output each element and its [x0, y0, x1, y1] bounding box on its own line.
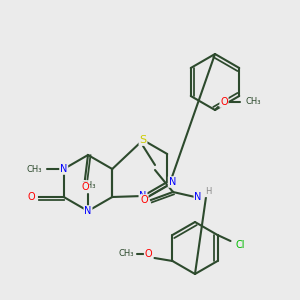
Text: N: N: [194, 192, 202, 202]
Text: N: N: [60, 164, 68, 174]
Text: N: N: [84, 206, 92, 216]
Text: O: O: [28, 192, 36, 202]
Text: O: O: [140, 195, 148, 205]
Text: S: S: [140, 135, 147, 145]
Text: CH₃: CH₃: [26, 164, 41, 173]
Text: O: O: [145, 249, 152, 259]
Text: CH₃: CH₃: [245, 98, 261, 106]
Text: O: O: [81, 182, 89, 192]
Text: N: N: [169, 177, 176, 187]
Text: N: N: [139, 191, 147, 201]
Text: CH₃: CH₃: [80, 182, 96, 190]
Text: H: H: [205, 188, 211, 196]
Text: O: O: [220, 97, 228, 107]
Text: Cl: Cl: [236, 240, 245, 250]
Text: CH₃: CH₃: [119, 250, 134, 259]
